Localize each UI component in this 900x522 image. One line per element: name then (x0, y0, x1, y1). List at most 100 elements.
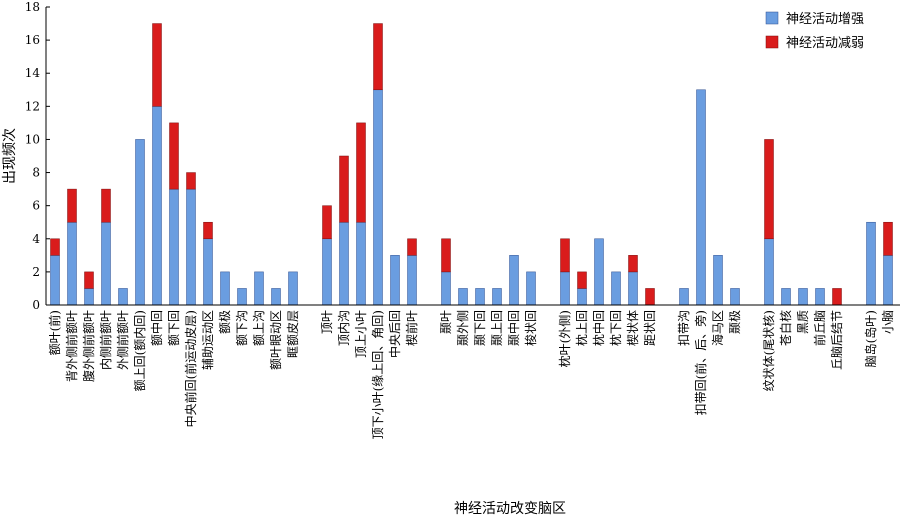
x-tick-labels-layer: 额叶(前) 背外侧前额叶 腹外侧前额叶 内侧前额叶 外侧前额叶 额上回(额内回) 额中回 额下… (47, 310, 895, 439)
bar-increase (203, 238, 213, 306)
bar-increase (271, 288, 281, 306)
x-tick-label: 颞叶 (439, 310, 453, 334)
x-tick-label: 脑岛(岛叶) (863, 310, 878, 367)
bar-decrease (373, 23, 383, 91)
x-tick-label: 额下沟 (235, 310, 249, 346)
x-tick-label: 前丘脑 (812, 310, 827, 346)
bar-increase (356, 221, 366, 306)
bar-decrease (407, 238, 417, 256)
y-ticks-layer: 0 2 4 6 8 10 12 14 16 18 (25, 0, 50, 312)
legend: 神经活动增强 神经活动减弱 (765, 11, 864, 51)
y-tick-label: 8 (32, 166, 40, 180)
bar-decrease (339, 155, 349, 223)
x-tick-label: 扣带回(前、后、旁) (693, 310, 708, 415)
bar-increase (441, 271, 451, 306)
bar-increase (407, 255, 417, 306)
x-tick-label: 辅助运动区 (201, 310, 215, 370)
bar-increase (390, 255, 400, 306)
x-tick-label: 额上回(额内回) (133, 310, 147, 391)
x-tick-label: 苍白核 (778, 310, 793, 346)
bar-increase (50, 255, 60, 306)
bar-decrease (356, 122, 366, 223)
bar-increase (730, 288, 740, 306)
bar-increase (509, 255, 519, 306)
bar-increase (152, 106, 162, 306)
x-tick-label: 颞上回 (490, 310, 504, 346)
y-tick-label: 10 (25, 132, 40, 146)
bar-increase (169, 188, 179, 306)
bar-increase (67, 221, 77, 306)
bar-increase (526, 271, 536, 306)
x-tick-label: 距状回 (643, 310, 657, 346)
bar-decrease (441, 238, 451, 273)
x-tick-label: 额叶(前) (47, 310, 62, 355)
x-tick-label: 外侧前额叶 (115, 310, 130, 370)
legend-label-decrease: 神经活动减弱 (786, 36, 864, 51)
y-tick-label: 0 (32, 298, 40, 312)
bar-decrease (84, 271, 94, 289)
bar-decrease (883, 221, 893, 256)
x-axis-title: 神经活动改变脑区 (454, 501, 566, 517)
x-tick-label: 颞中回 (506, 310, 521, 346)
bar-increase (560, 271, 570, 306)
bar-increase (628, 271, 638, 306)
x-tick-label: 额叶眼动区 (269, 310, 283, 370)
bar-decrease (560, 238, 570, 273)
bar-increase (84, 288, 94, 306)
bar-increase (713, 255, 723, 306)
x-tick-label: 梭状回 (523, 310, 538, 346)
x-tick-label: 颞极 (728, 310, 742, 334)
x-tick-label: 额下回 (167, 310, 181, 346)
bar-increase (101, 221, 111, 306)
x-tick-label: 背外侧前额叶 (64, 310, 79, 382)
bar-increase (288, 271, 298, 306)
legend-swatch-increase (765, 11, 779, 25)
bar-decrease (67, 188, 77, 223)
x-tick-label: 枕上回 (574, 310, 589, 346)
x-tick-label: 顶上小叶 (354, 310, 368, 358)
bar-increase (764, 238, 774, 306)
x-tick-label: 内侧前额叶 (98, 310, 113, 370)
x-tick-label: 枕叶(外侧) (557, 310, 572, 367)
x-tick-label: 顶下小叶(缘上回、角回) (371, 310, 385, 439)
bar-increase (866, 221, 876, 306)
bar-decrease (322, 205, 332, 240)
x-tick-label: 中央后回 (387, 310, 402, 358)
x-tick-label: 颞外侧 (456, 310, 470, 346)
bar-increase (679, 288, 689, 306)
x-tick-label: 楔状体 (626, 310, 640, 346)
bar-decrease (628, 255, 638, 273)
bar-increase (186, 188, 196, 306)
bar-decrease (169, 122, 179, 190)
bar-decrease (152, 23, 162, 107)
bar-increase (458, 288, 468, 306)
bar-increase (492, 288, 502, 306)
bar-decrease (645, 288, 655, 306)
bar-increase (781, 288, 791, 306)
bar-decrease (577, 271, 587, 289)
x-tick-label: 眶额皮层 (286, 310, 300, 358)
bar-decrease (186, 172, 196, 190)
bar-increase (577, 288, 587, 306)
x-tick-label: 中央前回(前运动皮层) (183, 310, 198, 427)
y-tick-label: 6 (32, 199, 40, 213)
bar-increase (594, 238, 604, 306)
bar-decrease (101, 188, 111, 223)
x-tick-label: 额中回 (149, 310, 164, 346)
x-tick-label: 腹外侧前额叶 (81, 310, 96, 382)
axes-layer (45, 7, 900, 306)
y-tick-label: 2 (32, 265, 40, 279)
bar-decrease (832, 288, 842, 306)
y-tick-label: 12 (25, 99, 40, 113)
x-tick-label: 额极 (218, 310, 232, 334)
bar-increase (696, 89, 706, 306)
x-tick-label: 顶内沟 (337, 310, 351, 346)
bar-increase (322, 238, 332, 306)
x-tick-label: 顶叶 (320, 310, 334, 334)
bar-increase (373, 89, 383, 306)
legend-label-increase: 神经活动增强 (786, 12, 864, 27)
bars-layer (50, 23, 893, 306)
y-tick-label: 16 (25, 33, 40, 47)
bar-increase (237, 288, 247, 306)
